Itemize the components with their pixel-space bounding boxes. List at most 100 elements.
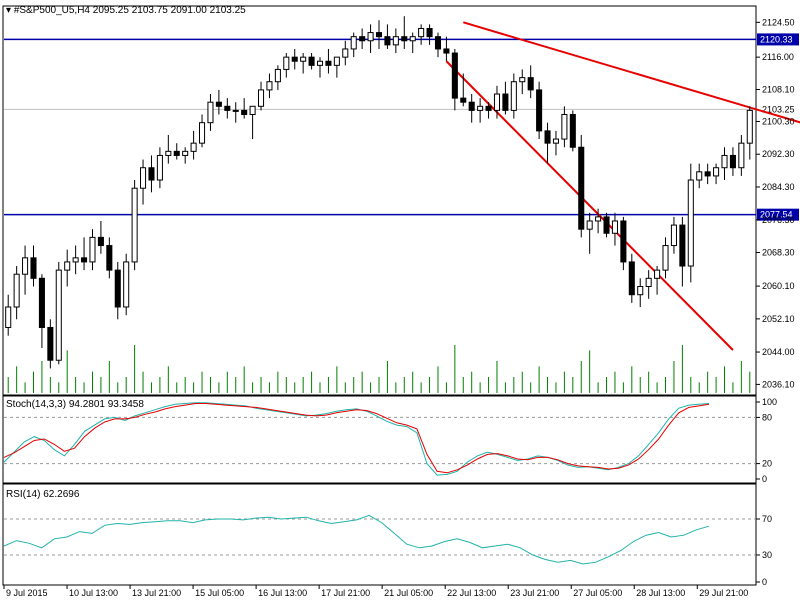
candle-body (148, 167, 155, 181)
candle-body (679, 224, 686, 267)
candle-body (13, 273, 20, 308)
candle-body (721, 154, 728, 169)
low-value: 2091.00 (170, 5, 207, 16)
candle-body (628, 261, 635, 296)
candle-body (266, 81, 273, 91)
time-tick-label: 27 Jul 05:00 (573, 588, 622, 598)
candle-body (367, 32, 374, 42)
candle-body (190, 142, 197, 152)
candle-body (47, 326, 54, 361)
candle-body (603, 216, 610, 234)
candle-body (485, 105, 492, 111)
candle-body (611, 220, 618, 234)
header-icon: ▾ (6, 5, 12, 16)
indicator-tick-label: 30 (762, 550, 772, 560)
candle-body (140, 167, 147, 189)
indicator-tick-label: 20 (762, 459, 772, 469)
candle-body (30, 257, 37, 279)
time-tick-label: 15 Jul 05:00 (195, 588, 244, 598)
candle-body (586, 220, 593, 230)
candle-body (114, 269, 121, 308)
level-label: 2077.54 (760, 210, 793, 220)
stochastic-panel: 100 80 20 0 (3, 397, 777, 484)
candle-body (38, 277, 45, 328)
time-tick-label: 23 Jul 21:00 (510, 588, 559, 598)
candle-body (283, 56, 290, 70)
candle-body (477, 105, 484, 111)
candle-body (81, 257, 88, 263)
candle-body (325, 60, 332, 66)
symbol-label: #S&P500_U5,H4 (13, 5, 90, 16)
time-tick-label: 22 Jul 13:00 (447, 588, 496, 598)
candle-body (106, 245, 113, 271)
candle-body (359, 36, 366, 42)
rsi-title: RSI(14) 62.2696 (6, 489, 80, 500)
candle-body (97, 236, 104, 247)
candle-body (519, 77, 526, 83)
time-tick-label: 28 Jul 13:00 (636, 588, 685, 598)
candle-body (64, 261, 71, 271)
candle-body (426, 27, 433, 38)
price-tick-label: 2124.50 (762, 17, 795, 27)
level-label-bg (757, 208, 799, 221)
candle-body (670, 224, 677, 247)
level-label-bg (757, 33, 799, 46)
price-tick-label: 2100.30 (762, 116, 795, 126)
indicator-line (3, 403, 710, 474)
price-tick-label: 2076.30 (762, 215, 795, 225)
trend-lines (445, 21, 800, 351)
candle-body (131, 187, 138, 263)
volume-bars (7, 345, 751, 393)
trend-line (462, 21, 800, 124)
candle-body (401, 36, 408, 42)
candle-body (662, 245, 669, 271)
candle-body (173, 150, 180, 156)
indicator-tick-label: 100 (762, 397, 777, 407)
candle-body (392, 36, 399, 46)
candle-body (687, 179, 694, 267)
indicator-line (3, 402, 710, 476)
price-tick-label: 2052.10 (762, 314, 795, 324)
high-value: 2103.75 (131, 5, 168, 16)
frame (2, 5, 757, 586)
time-tick-label: 21 Jul 05:00 (384, 588, 433, 598)
candle-body (418, 27, 425, 38)
candle-body (696, 171, 703, 181)
time-tick-label: 10 Jul 13:00 (69, 588, 118, 598)
candle-body (207, 101, 214, 124)
price-tick-label: 2068.30 (762, 248, 795, 258)
indicator-line (3, 514, 710, 565)
candle-body (729, 154, 736, 169)
candle-body (645, 277, 652, 288)
candle-body (300, 56, 307, 62)
candle-body (89, 236, 96, 263)
price-tick-label: 2044.00 (762, 347, 795, 357)
price-tick-label: 2108.10 (762, 85, 795, 95)
indicator-tick-label: 70 (762, 514, 772, 524)
level-label: 2120.33 (760, 34, 793, 44)
open-value: 2095.25 (92, 5, 129, 16)
candle-body (654, 269, 661, 279)
close-value: 2103.25 (209, 5, 246, 16)
price-tick-label: 2116.00 (762, 52, 794, 62)
candle-body (22, 257, 29, 275)
chart-header: ▾ #S&P500_U5,H4 2095.25 2103.75 2091.00 … (6, 5, 246, 16)
candle-body (510, 81, 517, 111)
candle-body (333, 56, 340, 66)
candle-body (620, 220, 627, 263)
price-tick-label: 2092.30 (762, 149, 795, 159)
candle-body (561, 113, 568, 140)
candle-body (738, 142, 745, 169)
candle-body (55, 269, 62, 361)
candle-body (224, 105, 231, 111)
candle-body (291, 56, 298, 62)
candle-body (578, 146, 585, 230)
candle-body (409, 36, 416, 42)
candle-body (316, 60, 324, 66)
horizontal-levels: 2103.25 2120.33 2077.54 (4, 33, 799, 221)
candle-body (493, 93, 501, 111)
candle-body (468, 101, 475, 111)
candle-body (257, 89, 265, 107)
time-tick-label: 29 Jul 21:00 (699, 588, 748, 598)
